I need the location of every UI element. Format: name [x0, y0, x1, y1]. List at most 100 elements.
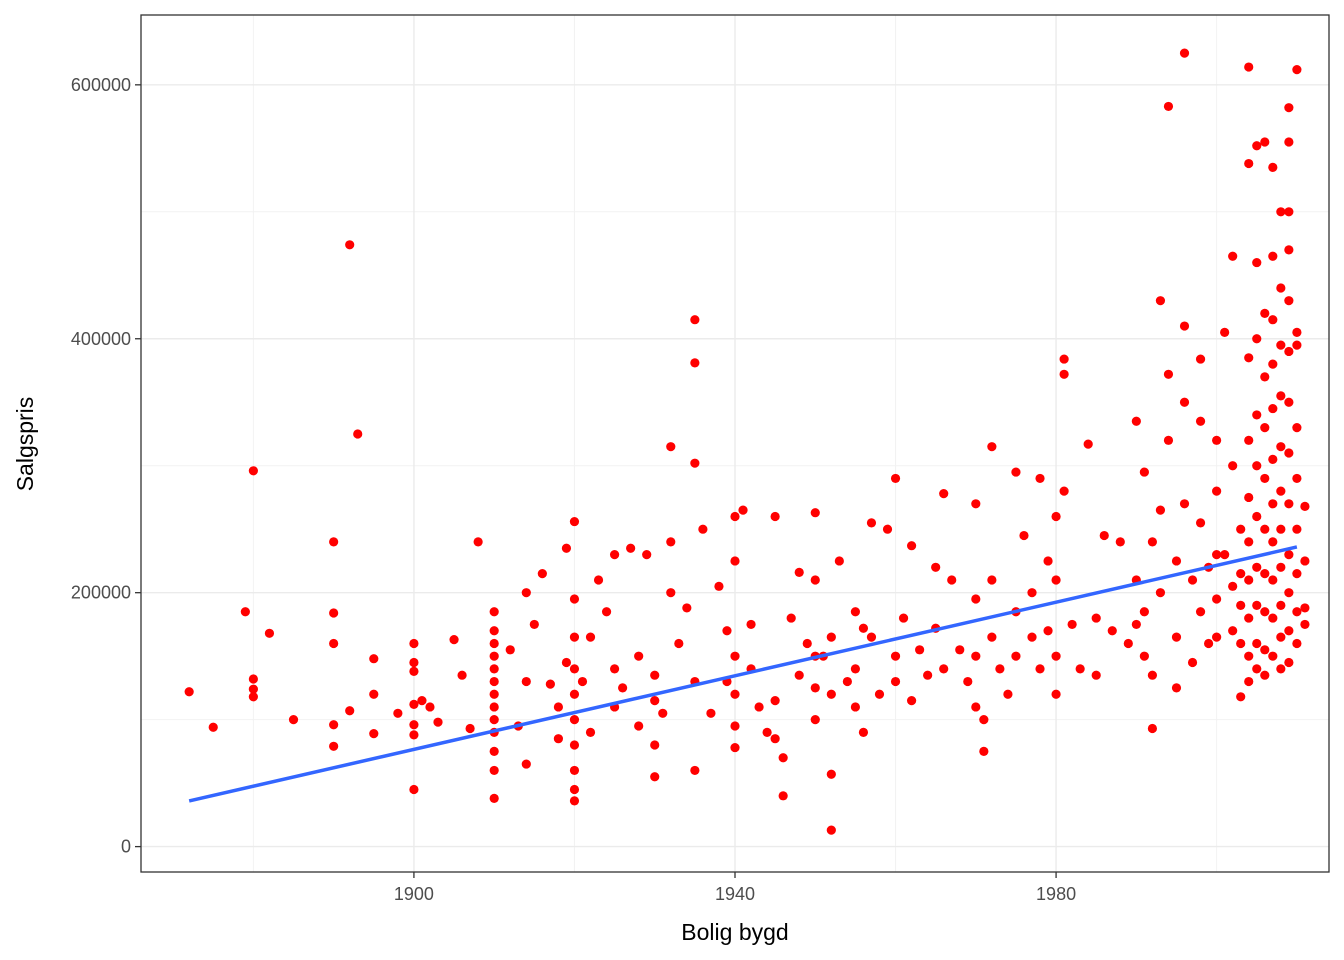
data-point: [971, 651, 981, 661]
data-point: [553, 734, 564, 744]
data-point: [1163, 101, 1174, 112]
data-point: [730, 511, 740, 522]
data-point: [1260, 524, 1270, 534]
data-point: [770, 511, 780, 522]
data-point: [1131, 619, 1141, 630]
data-point: [1059, 369, 1069, 379]
data-point: [979, 746, 989, 756]
data-point: [923, 670, 933, 680]
data-point: [561, 657, 572, 668]
data-point: [329, 720, 339, 730]
data-point: [746, 619, 756, 630]
data-point: [609, 664, 620, 674]
data-point: [666, 442, 676, 452]
data-point: [1252, 638, 1262, 649]
data-point: [666, 537, 676, 547]
data-point: [730, 689, 740, 699]
data-point: [698, 524, 708, 534]
data-point: [1284, 207, 1294, 217]
data-point: [1300, 556, 1310, 566]
data-point: [569, 664, 580, 674]
data-point: [1212, 632, 1222, 642]
data-point: [1284, 245, 1294, 255]
data-point: [248, 674, 258, 684]
data-point: [1268, 315, 1278, 325]
data-point: [1179, 397, 1190, 407]
data-point: [810, 575, 820, 585]
data-point: [1276, 442, 1286, 452]
data-point: [682, 603, 692, 613]
y-axis-title: Salgspris: [12, 397, 38, 492]
data-point: [1292, 423, 1302, 433]
data-point: [425, 702, 435, 712]
data-point: [1035, 664, 1045, 674]
data-point: [1075, 664, 1085, 674]
y-tick-label: 400000: [71, 329, 131, 349]
data-point: [658, 708, 668, 718]
data-point: [1268, 499, 1278, 509]
data-point: [1284, 588, 1294, 598]
trend-line: [188, 545, 1298, 803]
data-point: [1019, 530, 1029, 541]
data-point: [585, 632, 596, 642]
data-point: [409, 638, 419, 649]
data-point: [489, 765, 499, 776]
data-point: [329, 537, 339, 547]
data-point: [1284, 448, 1294, 458]
data-point: [650, 670, 660, 680]
data-point: [1260, 569, 1270, 579]
data-point: [995, 664, 1005, 674]
data-point: [248, 466, 258, 476]
data-point: [786, 613, 796, 623]
data-point: [569, 632, 580, 642]
data-point: [947, 575, 957, 585]
data-point: [1244, 537, 1254, 547]
x-axis-ticks: 1900 1940 1980: [394, 872, 1076, 904]
data-point: [1284, 103, 1294, 113]
data-point: [1179, 48, 1190, 58]
data-point: [601, 607, 612, 617]
data-point: [569, 765, 580, 776]
data-point: [778, 753, 788, 763]
data-point: [650, 772, 660, 782]
data-point: [1059, 354, 1069, 364]
data-point: [1059, 486, 1069, 496]
data-point: [1187, 657, 1198, 668]
data-point: [690, 358, 700, 368]
data-point: [489, 607, 499, 617]
data-point: [505, 645, 515, 655]
data-point: [393, 708, 403, 718]
data-point: [874, 689, 885, 699]
data-point: [770, 696, 780, 706]
data-point: [1268, 537, 1278, 547]
data-point: [906, 541, 917, 551]
data-point: [722, 626, 732, 636]
data-point: [1212, 435, 1222, 445]
data-point: [1292, 327, 1302, 338]
data-point: [939, 664, 949, 674]
data-point: [1284, 346, 1294, 357]
data-point: [585, 727, 596, 737]
data-point: [794, 567, 804, 577]
data-point: [802, 638, 812, 649]
data-point: [1300, 619, 1310, 630]
data-point: [1228, 461, 1238, 471]
data-point: [1139, 651, 1149, 661]
data-point: [1195, 518, 1206, 528]
data-point: [489, 715, 499, 725]
data-point: [569, 740, 580, 750]
data-point: [850, 702, 861, 712]
data-point: [521, 759, 531, 769]
data-point: [1252, 562, 1262, 572]
data-point: [465, 723, 475, 734]
data-point: [449, 635, 459, 645]
data-point: [561, 543, 572, 553]
data-point: [288, 715, 299, 725]
data-point: [810, 683, 820, 693]
data-point: [248, 692, 258, 702]
data-point: [1268, 403, 1278, 414]
data-point: [1195, 354, 1206, 364]
data-point: [489, 638, 499, 649]
data-point: [1212, 549, 1222, 560]
data-point: [409, 730, 419, 740]
